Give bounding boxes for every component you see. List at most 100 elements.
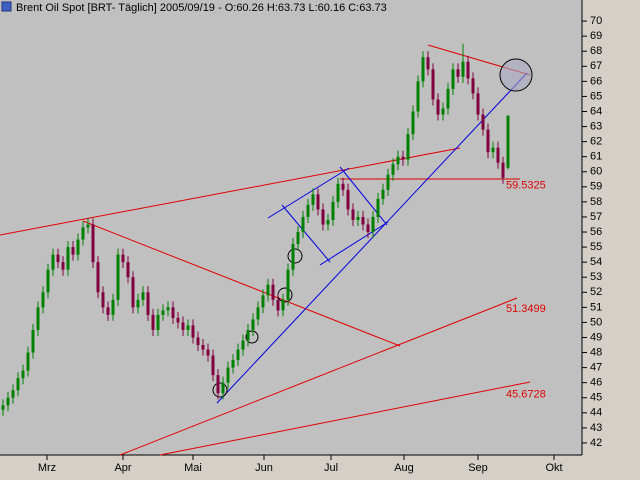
- candle-body: [356, 216, 360, 220]
- y-tick-label: 70: [590, 15, 602, 27]
- candle-body: [486, 129, 490, 153]
- y-axis-area: [582, 0, 640, 480]
- candle-body: [261, 295, 265, 308]
- candle-body: [316, 194, 320, 210]
- level-label: 51.3499: [506, 303, 546, 315]
- candle-body: [206, 349, 210, 356]
- candle-body: [311, 194, 315, 205]
- candle-body: [6, 397, 10, 406]
- candle-body: [306, 204, 310, 217]
- candle-body: [501, 162, 505, 178]
- candle-body: [411, 111, 415, 135]
- candle-body: [281, 299, 285, 311]
- candle-body: [76, 239, 80, 255]
- candle-body: [441, 108, 445, 115]
- candle-body: [46, 269, 50, 293]
- candle-body: [241, 340, 245, 350]
- candle-body: [231, 360, 235, 368]
- y-tick-label: 59: [590, 181, 602, 193]
- candle-body: [321, 209, 325, 225]
- y-tick-label: 44: [590, 407, 602, 419]
- candle-body: [256, 307, 260, 320]
- candle-body: [431, 69, 435, 100]
- candle-body: [346, 189, 350, 210]
- y-tick-label: 56: [590, 226, 602, 238]
- candle-body: [41, 292, 45, 308]
- y-tick-label: 53: [590, 271, 602, 283]
- candle-body: [341, 183, 345, 190]
- y-tick-label: 49: [590, 331, 602, 343]
- y-tick-label: 67: [590, 60, 602, 72]
- y-tick-label: 66: [590, 75, 602, 87]
- candle-body: [221, 382, 225, 394]
- candle-body: [296, 232, 300, 245]
- y-tick-label: 54: [590, 256, 602, 268]
- candle-body: [496, 147, 500, 163]
- x-tick-label: Aug: [394, 462, 414, 474]
- y-tick-label: 51: [590, 301, 602, 313]
- candle-body: [361, 216, 365, 225]
- candle-body: [126, 262, 130, 278]
- candle-body: [351, 209, 355, 220]
- candle-body: [381, 189, 385, 199]
- candle-body: [86, 224, 90, 228]
- chart-title: Brent Oil Spot [BRT- Täglich] 2005/09/19…: [16, 2, 387, 14]
- candle-body: [366, 224, 370, 233]
- candle-body: [211, 355, 215, 376]
- icon: [1, 1, 12, 12]
- y-tick-label: 52: [590, 286, 602, 298]
- trend-line: [267, 167, 350, 219]
- candle-body: [421, 57, 425, 82]
- y-tick-label: 43: [590, 422, 602, 434]
- candle-body: [226, 367, 230, 383]
- x-tick-label: Jul: [324, 462, 338, 474]
- candle-body: [481, 114, 485, 130]
- candle-body: [456, 69, 460, 77]
- y-tick-label: 47: [590, 362, 602, 374]
- candle-body: [16, 378, 20, 391]
- candle-body: [216, 375, 220, 394]
- candle-body: [81, 227, 85, 240]
- candle-body: [96, 262, 100, 293]
- x-tick-label: Okt: [545, 462, 562, 474]
- candle-body: [61, 262, 65, 270]
- candle-body: [471, 78, 475, 94]
- trend-line: [82, 220, 401, 347]
- y-tick-label: 46: [590, 377, 602, 389]
- marker-circle: [499, 58, 533, 92]
- candle-body: [251, 319, 255, 330]
- y-tick-label: 45: [590, 392, 602, 404]
- y-tick-label: 55: [590, 241, 602, 253]
- candle-body: [1, 405, 5, 410]
- candle-body: [176, 317, 180, 323]
- candle-body: [401, 156, 405, 160]
- y-tick-label: 50: [590, 316, 602, 328]
- candle-body: [246, 329, 250, 341]
- y-tick-label: 69: [590, 30, 602, 42]
- candle-body: [436, 99, 440, 115]
- candle-body: [426, 57, 430, 70]
- x-tick-label: Sep: [468, 462, 488, 474]
- marker-circle: [212, 382, 228, 398]
- x-tick-label: Mai: [184, 462, 202, 474]
- y-tick-label: 57: [590, 211, 602, 223]
- candle-body: [266, 284, 270, 296]
- marker-circle: [245, 330, 259, 344]
- trend-line: [281, 204, 331, 263]
- trend-line: [0, 147, 461, 236]
- candle-body: [31, 329, 35, 353]
- x-tick-label: Jun: [255, 462, 273, 474]
- candle-body: [181, 322, 185, 330]
- candle-body: [466, 61, 470, 79]
- candle-body: [461, 61, 465, 77]
- candle-body: [91, 224, 95, 263]
- y-tick-label: 62: [590, 136, 602, 148]
- candle-body: [291, 244, 295, 270]
- candle-body: [151, 314, 155, 330]
- candle-body: [416, 81, 420, 112]
- candle-body: [131, 277, 135, 308]
- y-tick-label: 60: [590, 166, 602, 178]
- candle-body: [156, 314, 160, 330]
